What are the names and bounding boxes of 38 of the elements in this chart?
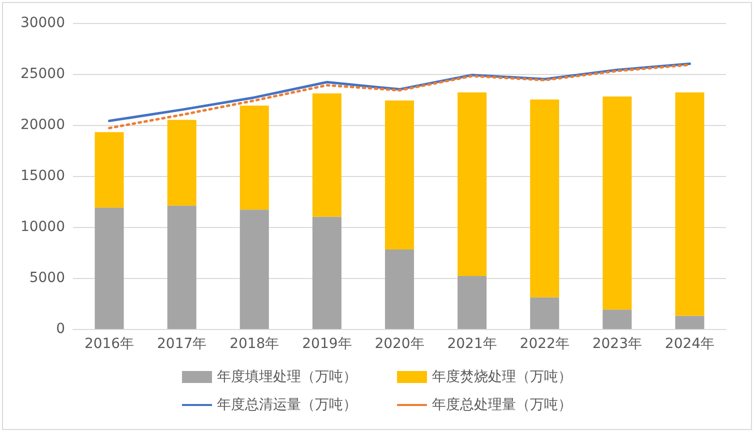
legend-label: 年度总处理量（万吨） bbox=[432, 397, 572, 413]
x-tick-label: 2021年 bbox=[447, 336, 497, 352]
x-tick-label: 2023年 bbox=[592, 336, 642, 352]
bar bbox=[602, 96, 632, 310]
bar bbox=[458, 276, 487, 329]
bar bbox=[602, 310, 632, 329]
x-tick-label: 2018年 bbox=[230, 336, 280, 352]
bar bbox=[312, 216, 342, 329]
bar bbox=[458, 92, 487, 276]
bar bbox=[240, 106, 269, 210]
bar bbox=[384, 100, 414, 250]
bar bbox=[312, 93, 342, 217]
bar bbox=[530, 297, 560, 329]
bar bbox=[167, 206, 196, 329]
x-tick-label: 2024年 bbox=[664, 336, 715, 352]
y-tick-label: 0 bbox=[56, 321, 65, 337]
y-tick-label: 30000 bbox=[20, 15, 65, 31]
x-tick-label: 2020年 bbox=[374, 336, 424, 352]
y-tick-label: 20000 bbox=[20, 117, 65, 133]
legend-label: 年度总清运量（万吨） bbox=[217, 397, 357, 413]
legend-label: 年度焚烧处理（万吨） bbox=[432, 369, 572, 385]
x-tick-label: 2019年 bbox=[302, 336, 352, 352]
x-tick-label: 2022年 bbox=[520, 336, 570, 352]
x-tick-label: 2016年 bbox=[84, 336, 134, 352]
y-tick-label: 25000 bbox=[20, 66, 65, 82]
bar bbox=[167, 120, 196, 206]
bar bbox=[94, 208, 124, 329]
legend-label: 年度填埋处理（万吨） bbox=[217, 369, 357, 385]
y-tick-label: 5000 bbox=[29, 270, 65, 286]
bar bbox=[675, 92, 704, 316]
x-tick-label: 2017年 bbox=[157, 336, 207, 352]
bar bbox=[675, 316, 704, 329]
bar bbox=[94, 132, 124, 208]
y-tick-label: 15000 bbox=[20, 168, 65, 184]
y-tick-label: 10000 bbox=[20, 219, 65, 235]
bar bbox=[530, 100, 560, 298]
bar bbox=[384, 249, 414, 329]
bar bbox=[240, 210, 269, 329]
